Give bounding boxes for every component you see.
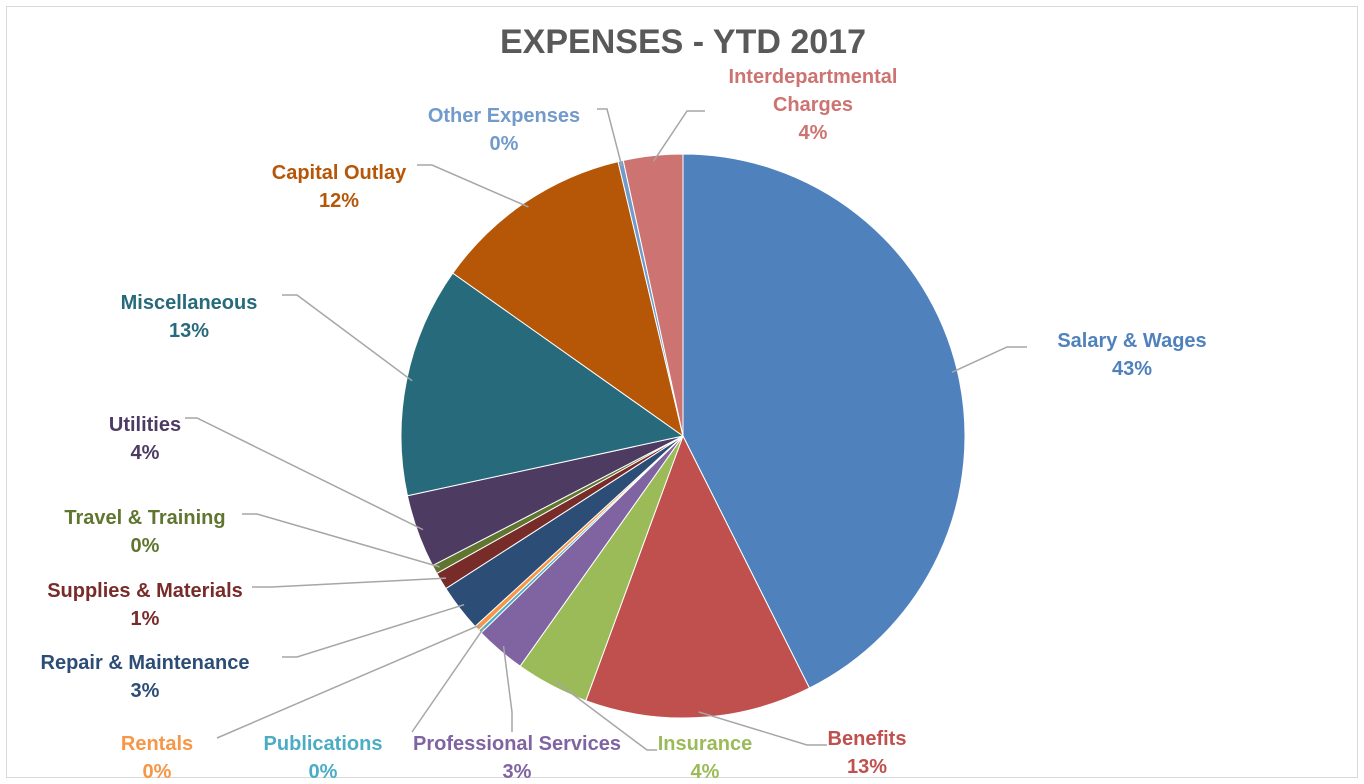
leader-line-5	[216, 623, 482, 739]
data-label-10: Miscellaneous 13%	[121, 292, 258, 342]
leader-line-10	[282, 294, 413, 382]
data-label-11: Capital Outlay 12%	[272, 162, 407, 212]
data-label-12: Other Expenses 0%	[428, 105, 580, 155]
leader-line-12	[597, 108, 623, 167]
leader-lines	[185, 108, 1027, 751]
data-label-5: Rentals 0%	[121, 733, 193, 779]
data-label-0: Salary & Wages 43%	[1057, 330, 1206, 380]
leader-line-0	[951, 346, 1027, 374]
pie-slices	[400, 153, 966, 719]
leader-line-6	[282, 603, 465, 658]
data-label-3: Professional Services 3%	[413, 733, 621, 779]
pie-slice-11	[452, 160, 684, 438]
leader-line-4	[411, 627, 485, 733]
leader-line-13	[652, 110, 705, 162]
pie-slice-10	[400, 272, 685, 497]
leader-line-8	[242, 513, 440, 568]
pie-chart: EXPENSES - YTD 2017 Salary & Wages 43% Ben…	[41, 23, 1207, 779]
pie-slice-0	[682, 153, 966, 689]
chart-title: EXPENSES - YTD 2017	[500, 23, 866, 61]
leader-line-1	[698, 711, 827, 746]
leader-line-11	[417, 164, 529, 208]
leader-line-3	[502, 646, 513, 732]
data-label-7: Supplies & Materials 1%	[47, 580, 243, 630]
leader-line-9	[185, 417, 424, 531]
pie-slice-1	[585, 434, 811, 719]
data-label-1: Benefits 13%	[828, 728, 907, 778]
data-labels: Salary & Wages 43% Benefits 13% Insurance 4% P…	[41, 66, 1207, 779]
data-label-13: Interdepartmental Charges 4%	[729, 66, 898, 144]
data-label-6: Repair & Maintenance 3%	[41, 652, 250, 702]
pie-slice-13	[622, 153, 684, 437]
data-label-8: Travel & Training 0%	[64, 507, 225, 557]
chart-area: EXPENSES - YTD 2017 Salary & Wages 43% Ben…	[6, 6, 1358, 779]
data-label-4: Publications 0%	[264, 733, 383, 779]
data-label-9: Utilities 4%	[109, 414, 181, 464]
data-label-2: Insurance 4%	[658, 733, 752, 779]
leader-line-7	[252, 577, 447, 588]
leader-line-2	[554, 680, 657, 751]
